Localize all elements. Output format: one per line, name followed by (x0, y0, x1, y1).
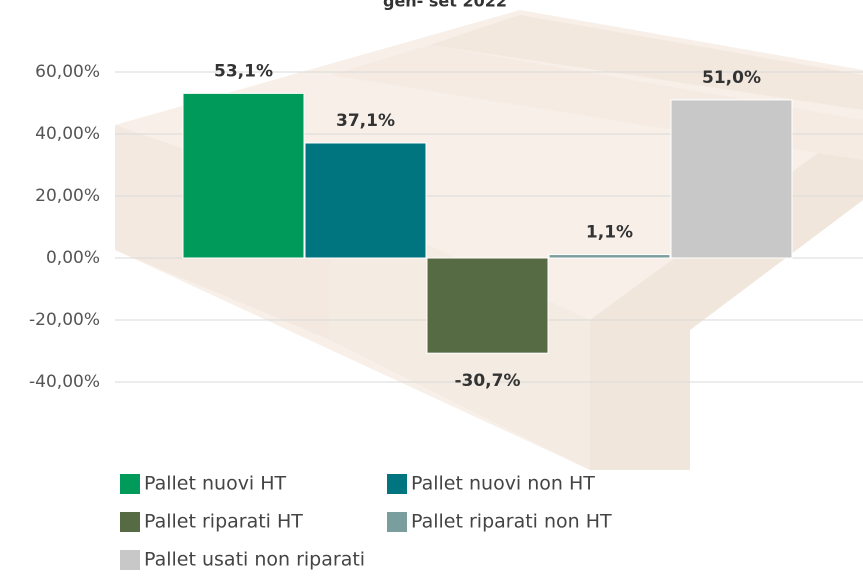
legend-label: Pallet nuovi non HT (411, 473, 595, 495)
value-label: 37,1% (336, 111, 395, 131)
legend-label: Pallet usati non riparati (144, 549, 365, 571)
bar (548, 254, 671, 259)
y-tick-label: -20,00% (29, 310, 100, 330)
value-label: 1,1% (586, 223, 633, 243)
legend-label: Pallet riparati HT (144, 511, 303, 533)
y-tick-label: -40,00% (29, 372, 100, 392)
y-tick-label: 0,00% (46, 248, 100, 268)
bar (182, 92, 305, 259)
value-label: -30,7% (454, 371, 520, 391)
bar (426, 257, 549, 354)
legend-swatch (387, 512, 407, 532)
bar (304, 142, 427, 259)
legend-swatch (387, 474, 407, 494)
y-tick-label: 20,00% (35, 186, 100, 206)
bar (670, 99, 793, 259)
legend-label: Pallet riparati non HT (411, 511, 612, 533)
value-label: 51,0% (702, 68, 761, 88)
y-tick-label: 40,00% (35, 124, 100, 144)
value-label: 53,1% (214, 61, 273, 81)
legend-swatch (120, 512, 140, 532)
legend-swatch (120, 474, 140, 494)
legend-label: Pallet nuovi HT (144, 473, 287, 495)
legend-swatch (120, 550, 140, 570)
chart-title: gen- set 2022 (383, 0, 507, 11)
y-tick-label: 60,00% (35, 62, 100, 82)
